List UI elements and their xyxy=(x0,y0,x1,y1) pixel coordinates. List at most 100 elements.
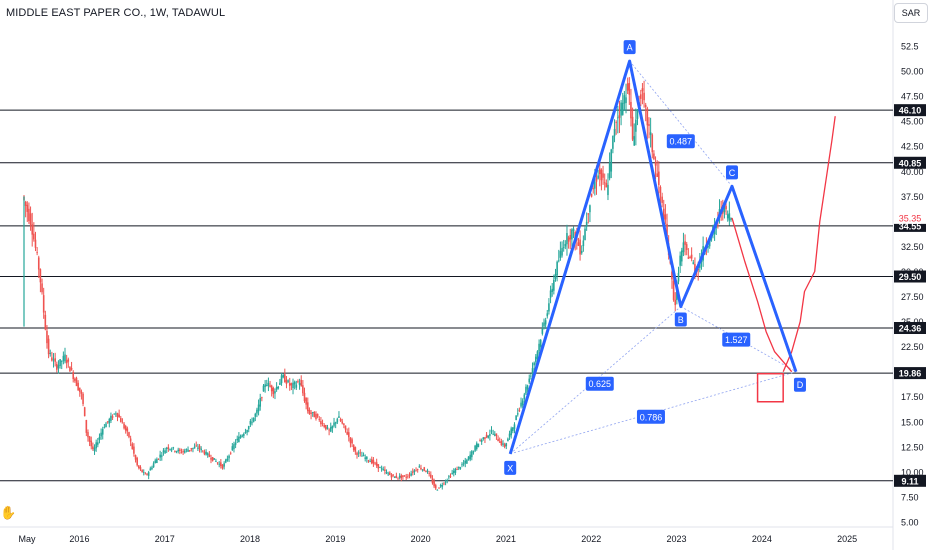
candle-body xyxy=(47,338,50,355)
candle-body xyxy=(553,279,555,291)
candle-body xyxy=(449,475,452,477)
currency-button[interactable]: SAR xyxy=(894,3,928,23)
candle-body xyxy=(621,102,624,115)
candle-body xyxy=(402,475,404,478)
candle-body xyxy=(523,394,526,400)
candle-body xyxy=(354,447,357,452)
candle-body xyxy=(384,469,386,472)
candle-body xyxy=(723,204,726,213)
candle-body xyxy=(90,440,93,447)
candle-body xyxy=(561,248,563,256)
candle-body xyxy=(82,393,84,404)
candle-body xyxy=(579,239,581,255)
candle-body xyxy=(512,427,514,432)
target-zone-box xyxy=(756,372,784,403)
candle-body xyxy=(287,380,289,382)
ratio-label: 1.527 xyxy=(725,335,748,345)
candle-body xyxy=(311,412,314,413)
level-price-tag xyxy=(894,367,926,380)
candle-body xyxy=(156,459,158,464)
candle-body xyxy=(223,463,225,467)
candle-body xyxy=(392,474,394,476)
candle-body xyxy=(636,109,639,119)
candle-body xyxy=(654,161,657,166)
candle-body xyxy=(535,356,537,362)
candle-body xyxy=(480,439,483,442)
y-tick-label: 22.50 xyxy=(901,342,924,352)
candle-body xyxy=(54,358,56,362)
candle-body xyxy=(318,419,321,420)
y-tick-label: 50.00 xyxy=(901,67,924,77)
candle-body xyxy=(95,442,97,449)
candle-body xyxy=(70,367,73,370)
candle-body xyxy=(226,458,229,461)
candle-body xyxy=(544,320,547,325)
candle-body xyxy=(569,235,572,240)
candle-body xyxy=(334,422,337,424)
candle-body xyxy=(536,351,539,360)
candle-body xyxy=(277,386,280,389)
level-price-tag xyxy=(894,322,926,335)
candle-body xyxy=(24,201,27,206)
candle-body xyxy=(78,387,81,392)
candle-body xyxy=(213,458,216,460)
candle-body xyxy=(279,382,281,385)
candle-body xyxy=(502,443,504,445)
ratio-label: 0.487 xyxy=(670,137,693,147)
candle-body xyxy=(182,450,184,452)
candle-body xyxy=(197,447,199,449)
candle-body xyxy=(249,421,252,425)
candle-body xyxy=(607,184,609,196)
hand-pointer-icon[interactable]: ✋ xyxy=(0,505,17,520)
candle-body xyxy=(198,445,201,450)
candle-body xyxy=(618,115,621,118)
x-tick-label: 2020 xyxy=(411,534,431,544)
candle-body xyxy=(707,246,709,248)
x-tick-label: 2018 xyxy=(240,534,260,544)
candle-body xyxy=(356,452,358,456)
candle-body xyxy=(231,446,234,451)
y-tick-label: 42.50 xyxy=(901,142,924,152)
candle-body xyxy=(246,430,248,433)
candle-body xyxy=(631,116,634,140)
candle-body xyxy=(111,416,114,418)
candle-body xyxy=(546,313,549,317)
candle-body xyxy=(175,451,178,452)
candle-body xyxy=(269,385,271,387)
candle-body xyxy=(172,447,175,449)
chart-title: MIDDLE EAST PAPER CO., 1W, TADAWUL xyxy=(6,7,226,19)
candle-body xyxy=(188,449,191,451)
level-price-tag xyxy=(894,474,926,487)
candle-body xyxy=(187,449,189,452)
candle-body xyxy=(280,375,283,384)
candle-body xyxy=(493,434,496,436)
level-price-label: 29.50 xyxy=(899,272,922,282)
candle-body xyxy=(106,421,109,423)
candle-body xyxy=(256,409,258,414)
candle-body xyxy=(347,432,350,438)
candle-body xyxy=(264,384,266,387)
candle-body xyxy=(92,446,94,450)
candle-body xyxy=(457,466,460,468)
candle-body xyxy=(594,181,596,189)
candle-body xyxy=(34,239,37,248)
candle-body xyxy=(448,476,450,478)
pattern-point-badge xyxy=(504,460,517,475)
y-tick-label: 7.50 xyxy=(901,492,919,502)
candle-body xyxy=(316,413,319,417)
candle-body xyxy=(42,295,45,313)
candle-body xyxy=(633,136,636,146)
candle-body xyxy=(290,383,293,386)
candle-body xyxy=(549,290,552,298)
candle-body xyxy=(597,175,599,179)
candle-body xyxy=(285,379,288,384)
candle-body xyxy=(497,439,499,442)
candle-body xyxy=(208,454,211,457)
candle-body xyxy=(489,434,491,436)
candle-body xyxy=(333,422,335,426)
candle-body xyxy=(259,398,262,407)
ratio-badge xyxy=(722,332,751,347)
candle-body xyxy=(177,449,179,452)
candle-body xyxy=(31,224,34,235)
